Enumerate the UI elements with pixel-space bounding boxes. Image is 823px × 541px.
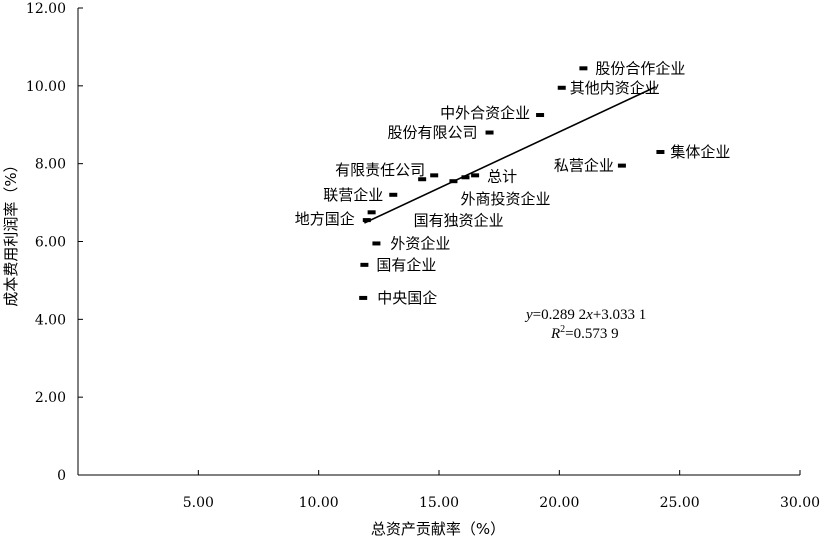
- point-label: 私营企业: [554, 157, 614, 175]
- x-tick-label: 10.00: [299, 495, 339, 511]
- point-label: 中央国企: [377, 289, 437, 307]
- data-point: [471, 173, 480, 178]
- point-label: 股份合作企业: [595, 59, 685, 77]
- x-tick-label: 5.00: [183, 495, 214, 511]
- data-point: [360, 262, 369, 267]
- y-tick-label: 4.00: [35, 312, 66, 328]
- y-tick-label: 2.00: [35, 390, 66, 406]
- x-tick-label: 20.00: [539, 495, 579, 511]
- trendline-path: [364, 86, 656, 224]
- r-squared: R2=0.573 9: [550, 324, 619, 342]
- point-label: 总计: [487, 167, 517, 185]
- y-tick-label: 8.00: [35, 157, 66, 173]
- data-point: [617, 163, 626, 168]
- data-point: [367, 210, 376, 215]
- point-label: 国有独资企业: [414, 211, 504, 229]
- data-point: [359, 295, 368, 300]
- y-axis-title: 成本费用利润率（%）: [2, 157, 20, 306]
- data-point: [362, 218, 371, 223]
- point-label: 联营企业: [323, 186, 383, 204]
- data-point: [536, 113, 545, 118]
- data-points: [359, 66, 665, 300]
- data-point: [430, 173, 439, 178]
- data-point: [389, 192, 398, 197]
- data-point: [372, 241, 381, 246]
- point-label: 集体企业: [670, 143, 730, 161]
- point-label: 外资企业: [390, 234, 450, 252]
- x-tick-label: 25.00: [660, 495, 700, 511]
- x-tick-label: 30.00: [780, 495, 820, 511]
- y-tick-label: 0: [57, 468, 66, 484]
- axes: [77, 7, 801, 476]
- x-axis-title: 总资产贡献率（%）: [371, 520, 505, 538]
- data-point: [656, 149, 665, 154]
- data-point: [557, 85, 566, 90]
- point-label: 股份有限公司: [388, 124, 478, 142]
- y-tick-label: 12.00: [26, 1, 66, 17]
- tick-labels: 0 2.00 4.00 6.00 8.00 10.00 12.00 5.00 10.00 15.0…: [26, 1, 820, 511]
- data-point: [485, 130, 494, 135]
- point-label: 其他内资企业: [570, 79, 660, 97]
- trendline: [364, 86, 656, 224]
- y-tick-label: 10.00: [26, 79, 66, 95]
- x-tick-label: 15.00: [419, 495, 459, 511]
- point-label: 中外合资企业: [440, 104, 530, 122]
- regression-equation: y=0.289 2x+3.033 1: [524, 307, 646, 323]
- data-point: [418, 177, 427, 182]
- data-point: [461, 175, 470, 180]
- point-label: 地方国企: [295, 210, 355, 228]
- point-label: 有限责任公司: [335, 161, 425, 179]
- y-tick-label: 6.00: [35, 235, 66, 251]
- point-label: 外商投资企业: [460, 190, 550, 208]
- data-point: [449, 179, 458, 184]
- point-label: 国有企业: [376, 256, 436, 274]
- data-point: [579, 66, 588, 71]
